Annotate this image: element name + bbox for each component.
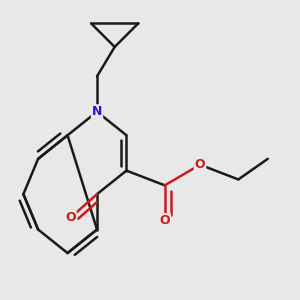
Text: O: O [159,214,170,227]
Text: N: N [92,105,102,118]
Text: O: O [195,158,206,171]
Text: O: O [65,211,76,224]
